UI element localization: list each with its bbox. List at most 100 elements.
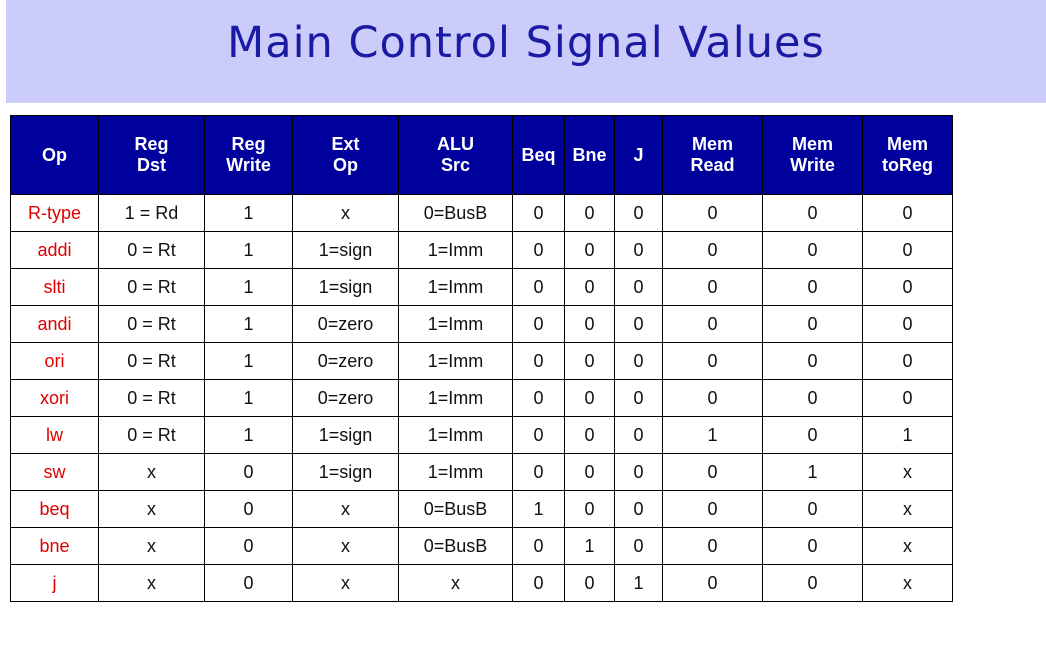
op-cell: ori <box>10 342 99 380</box>
signal-cell: 0 <box>862 268 953 306</box>
signal-cell: 0 <box>762 527 863 565</box>
signal-cell: 0 <box>662 490 763 528</box>
op-cell: andi <box>10 305 99 343</box>
signal-cell: 0 <box>762 342 863 380</box>
table-body: R-type 1 = Rd 1 x 0=BusB 0 0 0 0 0 0 addi 0 = Rt 1 1=s… <box>10 194 953 602</box>
signal-cell: 0 <box>204 453 293 491</box>
signal-cell: 0 <box>862 342 953 380</box>
signal-cell: 0 <box>512 268 565 306</box>
op-cell: xori <box>10 379 99 417</box>
signal-cell: 0=BusB <box>398 527 513 565</box>
signal-cell: 0 <box>204 564 293 602</box>
signal-cell: 0 <box>662 268 763 306</box>
signal-cell: 0 <box>512 194 565 232</box>
column-header: Mem toReg <box>862 115 953 195</box>
column-header: Mem Read <box>662 115 763 195</box>
signal-cell: 0 <box>614 268 663 306</box>
signal-cell: 0 <box>614 305 663 343</box>
signal-cell: x <box>862 564 953 602</box>
signal-cell: x <box>862 453 953 491</box>
column-header: Reg Write <box>204 115 293 195</box>
signal-cell: 0 <box>662 231 763 269</box>
signal-cell: 1 <box>204 194 293 232</box>
op-cell: sw <box>10 453 99 491</box>
signal-cell: 0 <box>614 379 663 417</box>
control-signal-table: Op Reg Dst Reg Write Ext Op ALU Src Beq Bne J Me… <box>10 115 953 602</box>
signal-cell: 0 <box>662 342 763 380</box>
signal-cell: 0 <box>204 527 293 565</box>
signal-cell: 0=zero <box>292 305 399 343</box>
table-row: xori 0 = Rt 1 0=zero 1=Imm 0 0 0 0 0 0 <box>10 379 953 417</box>
signal-cell: 0 = Rt <box>98 231 205 269</box>
signal-cell: 0 <box>762 231 863 269</box>
signal-cell: 1 = Rd <box>98 194 205 232</box>
op-cell: addi <box>10 231 99 269</box>
signal-cell: 1=sign <box>292 268 399 306</box>
signal-cell: 1 <box>862 416 953 454</box>
signal-cell: 0 <box>512 379 565 417</box>
signal-cell: 0 <box>564 564 615 602</box>
signal-cell: 0 <box>512 305 565 343</box>
signal-cell: 0 <box>862 231 953 269</box>
signal-cell: 1 <box>204 379 293 417</box>
table-row: R-type 1 = Rd 1 x 0=BusB 0 0 0 0 0 0 <box>10 194 953 232</box>
signal-cell: 0 <box>662 379 763 417</box>
column-header: Beq <box>512 115 565 195</box>
signal-cell: 1 <box>204 268 293 306</box>
op-cell: R-type <box>10 194 99 232</box>
column-header: Reg Dst <box>98 115 205 195</box>
signal-cell: 1=Imm <box>398 453 513 491</box>
signal-cell: x <box>862 527 953 565</box>
signal-cell: 0 <box>662 194 763 232</box>
signal-cell: x <box>292 527 399 565</box>
signal-cell: 0 <box>762 490 863 528</box>
signal-cell: 0 <box>204 490 293 528</box>
signal-cell: 0 <box>512 527 565 565</box>
signal-cell: 0=BusB <box>398 490 513 528</box>
signal-cell: x <box>292 194 399 232</box>
column-header: Op <box>10 115 99 195</box>
signal-cell: 0 <box>762 416 863 454</box>
signal-cell: 0 <box>564 416 615 454</box>
signal-cell: 0=zero <box>292 379 399 417</box>
signal-cell: 0 <box>762 564 863 602</box>
signal-cell: 0 <box>512 564 565 602</box>
signal-cell: 0 <box>512 416 565 454</box>
table-row: andi 0 = Rt 1 0=zero 1=Imm 0 0 0 0 0 0 <box>10 305 953 343</box>
signal-cell: x <box>862 490 953 528</box>
table-row: beq x 0 x 0=BusB 1 0 0 0 0 x <box>10 490 953 528</box>
signal-cell: 0 <box>762 268 863 306</box>
signal-cell: 1=Imm <box>398 268 513 306</box>
signal-cell: 0 <box>862 194 953 232</box>
op-cell: slti <box>10 268 99 306</box>
signal-cell: 0 <box>564 231 615 269</box>
signal-cell: 1=sign <box>292 453 399 491</box>
signal-cell: 0=zero <box>292 342 399 380</box>
signal-cell: x <box>98 453 205 491</box>
signal-cell: 0 <box>564 305 615 343</box>
op-cell: beq <box>10 490 99 528</box>
table-row: slti 0 = Rt 1 1=sign 1=Imm 0 0 0 0 0 0 <box>10 268 953 306</box>
signal-cell: 0 <box>614 416 663 454</box>
signal-cell: 1=Imm <box>398 231 513 269</box>
signal-cell: 0 <box>662 453 763 491</box>
signal-cell: x <box>98 490 205 528</box>
signal-cell: 0 = Rt <box>98 268 205 306</box>
signal-cell: 0 = Rt <box>98 305 205 343</box>
signal-cell: 0 <box>564 490 615 528</box>
signal-cell: 0 <box>862 305 953 343</box>
signal-cell: 0 = Rt <box>98 342 205 380</box>
op-cell: bne <box>10 527 99 565</box>
signal-cell: 0=BusB <box>398 194 513 232</box>
signal-cell: x <box>98 527 205 565</box>
signal-cell: 0 <box>762 379 863 417</box>
signal-cell: 0 <box>614 231 663 269</box>
signal-cell: 0 <box>614 453 663 491</box>
signal-cell: 1 <box>512 490 565 528</box>
op-cell: j <box>10 564 99 602</box>
signal-cell: 1 <box>204 305 293 343</box>
signal-cell: 1 <box>564 527 615 565</box>
signal-cell: x <box>292 564 399 602</box>
signal-cell: 1=sign <box>292 231 399 269</box>
